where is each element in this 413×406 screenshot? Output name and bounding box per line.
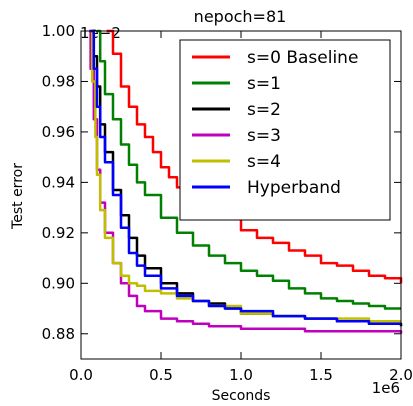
y-axis-title: Test error — [10, 163, 26, 230]
y-tick-label: 0.88 — [42, 325, 75, 343]
y-tick-label: 0.92 — [42, 224, 75, 242]
x-tick-label: 1.5 — [309, 366, 333, 384]
x-axis-title: Seconds — [212, 388, 271, 404]
legend-label-s-1: s=1 — [247, 74, 281, 94]
plot-frame — [80, 30, 402, 360]
x-tick-label: 0.5 — [149, 366, 173, 384]
series-line-hyperband — [90, 29, 401, 325]
legend-label-s-0-baseline: s=0 Baseline — [247, 48, 358, 68]
x-tick-label: 1.0 — [229, 366, 253, 384]
legend-label-s-4: s=4 — [247, 152, 281, 172]
legend-label-hyperband: Hyperband — [247, 178, 341, 198]
y-tick-label: 0.96 — [42, 123, 75, 141]
y-tick-label: 0.90 — [42, 274, 75, 292]
series-line-s-1 — [97, 29, 401, 310]
x-tick-label: 0.0 — [69, 366, 93, 384]
y-tick-label: 1.00 — [42, 22, 75, 40]
legend-frame — [179, 39, 391, 221]
legend: s=0 Baseline s=1 s=2 s=3 s=4 Hyperband — [179, 39, 391, 221]
legend-label-s-3: s=3 — [247, 126, 281, 146]
legend-label-s-2: s=2 — [247, 100, 281, 120]
legend-items: s=0 Baseline s=1 s=2 s=3 s=4 Hyperband — [192, 48, 358, 198]
y-tick-label: 0.94 — [42, 173, 75, 191]
x-tick-label: 2.0 — [389, 366, 413, 384]
y-tick-label: 0.98 — [42, 72, 75, 90]
chart-title: nepoch=81 — [194, 7, 287, 26]
x-offset-label: 1e6 — [372, 379, 400, 397]
